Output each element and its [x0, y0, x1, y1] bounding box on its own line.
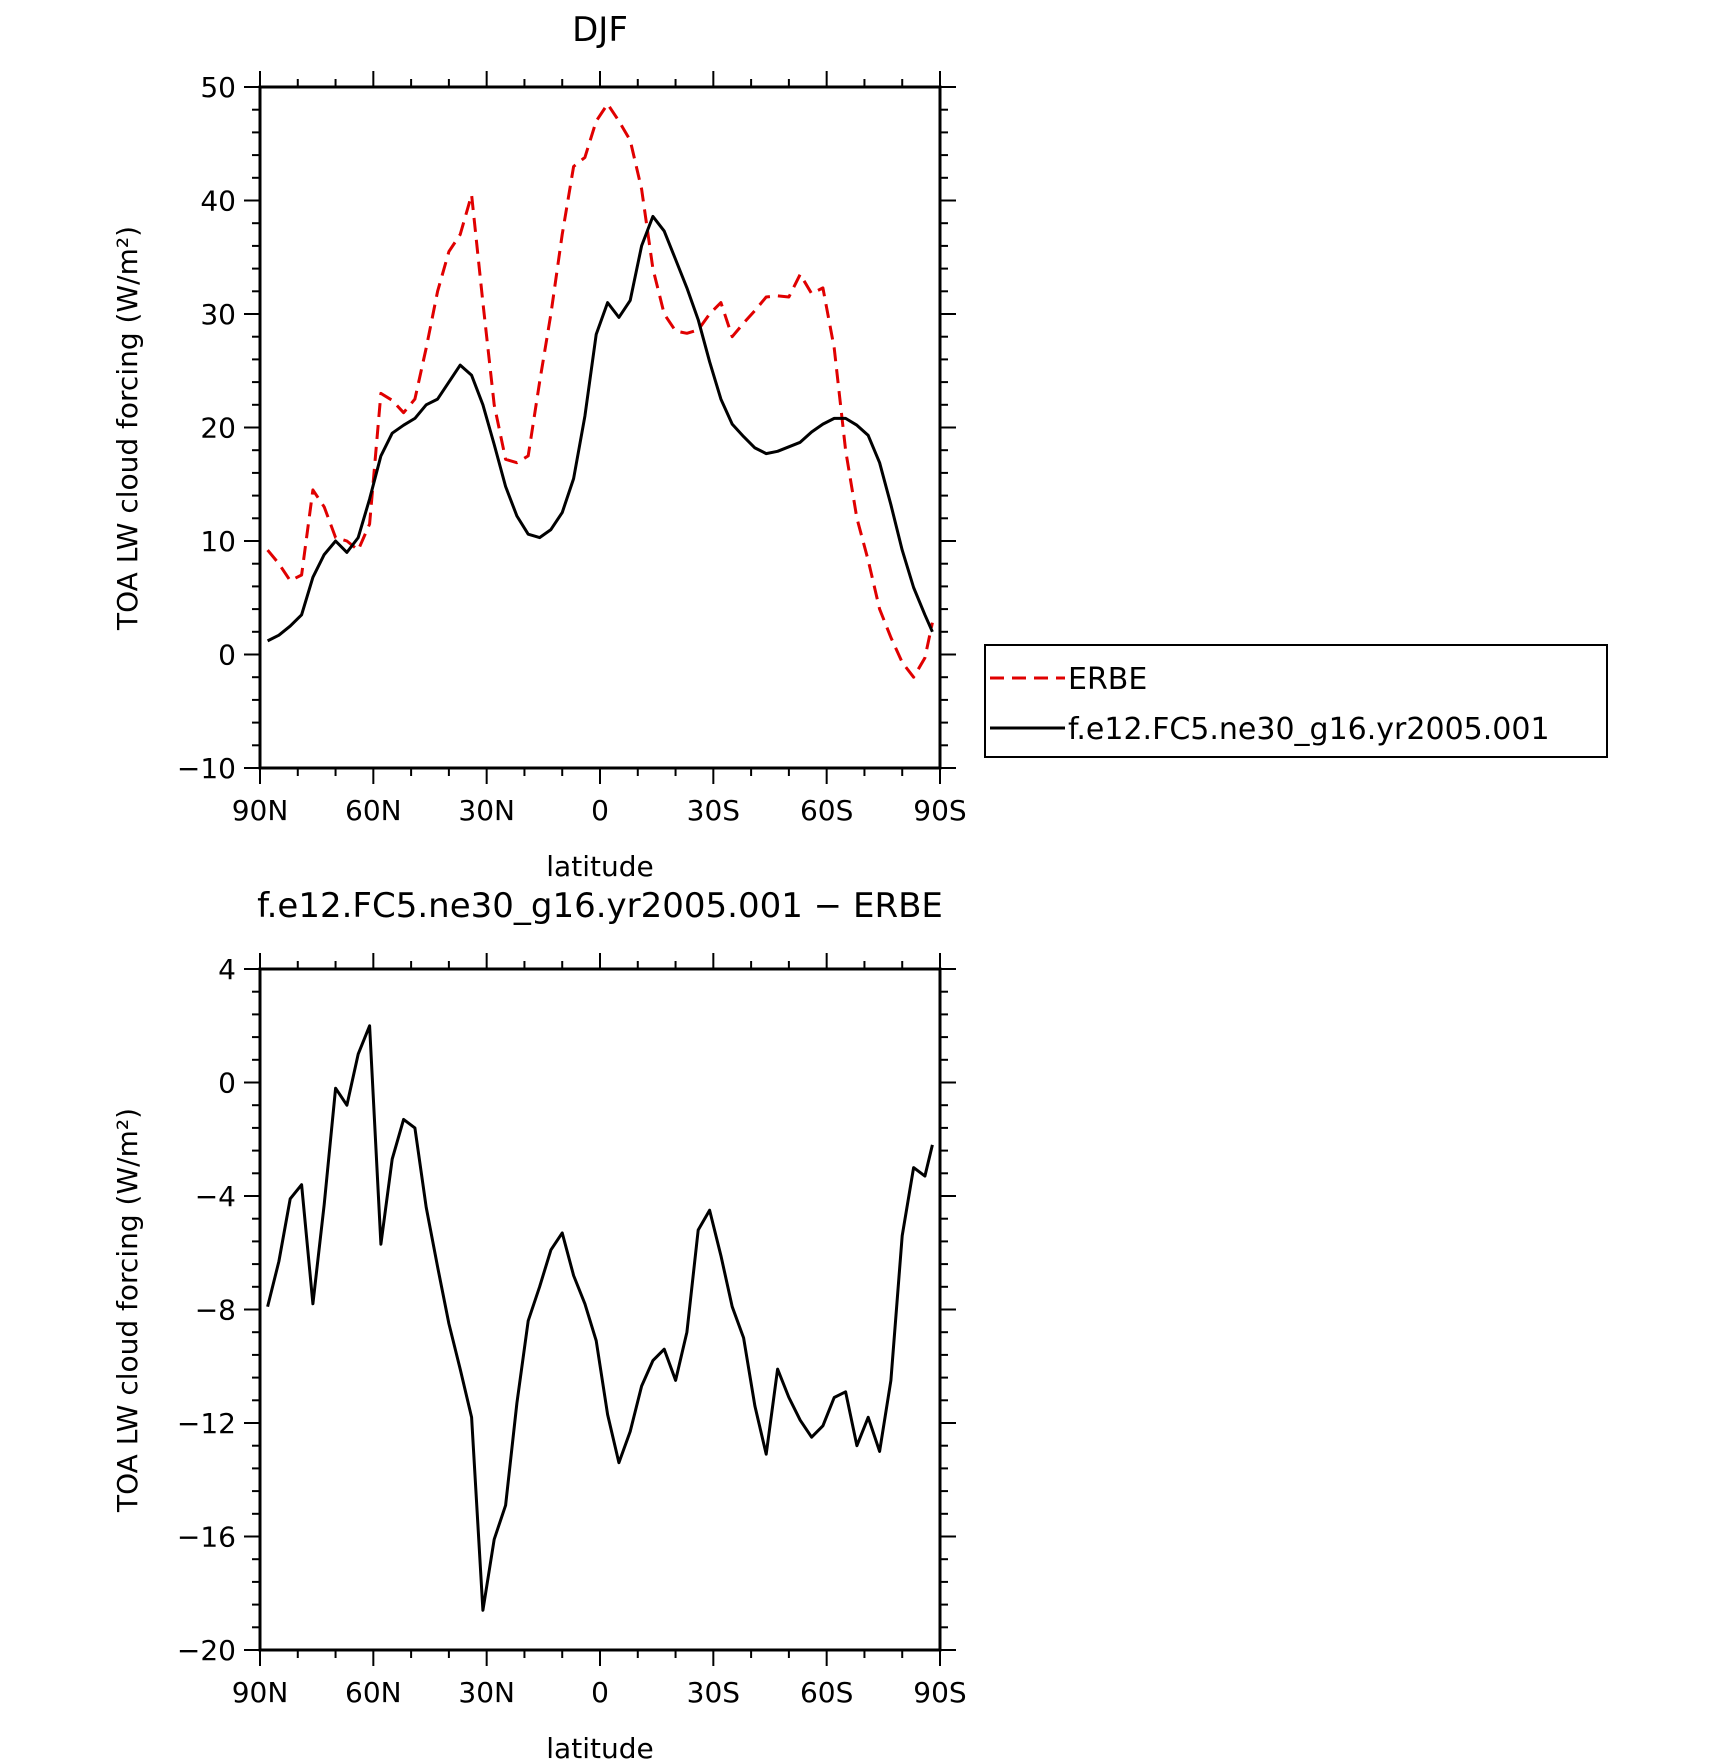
x-axis-label: latitude [546, 850, 653, 883]
x-tick-label: 90N [232, 794, 289, 827]
y-tick-label: −8 [195, 1294, 236, 1327]
y-tick-label: 10 [200, 525, 236, 558]
series-layer [266, 1024, 934, 1612]
y-tick-label: 0 [218, 639, 236, 672]
difference-chart: f.e12.FC5.ne30_g16.yr2005.001 − ERBE −20… [111, 886, 967, 1762]
y-tick-label: 0 [218, 1067, 236, 1100]
y-tick-label: 20 [200, 412, 236, 445]
tick-layer: −20 −16 −12 −8 −4 0 4 90N 60N 30N 0 30S 60S 90S [177, 953, 967, 1709]
y-tick-label: 40 [200, 185, 236, 218]
series-line-model [266, 1024, 934, 1612]
y-tick-label: 50 [200, 71, 236, 104]
legend: ERBE f.e12.FC5.ne30_g16.yr2005.001 [984, 644, 1608, 758]
x-axis-label: latitude [546, 1732, 653, 1762]
x-tick-label: 30S [687, 794, 740, 827]
series-line-erbe [266, 102, 934, 679]
x-tick-label: 90S [913, 1676, 966, 1709]
plot-frame [258, 85, 942, 770]
y-tick-label: −20 [177, 1634, 236, 1667]
x-tick-label: 60S [800, 794, 853, 827]
chart-title: DJF [572, 10, 628, 50]
y-tick-label: −10 [177, 752, 236, 785]
tick-layer: −10 0 10 20 30 40 50 90N 60N 30N 0 30S 60S 90S [177, 71, 967, 827]
legend-box [984, 644, 1608, 758]
x-tick-label: 60S [800, 1676, 853, 1709]
djf-chart: DJF −10 0 10 20 30 40 50 90N 60N 30N 0 30S 60S 90S la… [111, 10, 1608, 883]
legend-entry-erbe: ERBE [1068, 662, 1147, 697]
x-tick-label: 30N [458, 794, 515, 827]
series-layer [266, 102, 934, 679]
x-tick-label: 60N [345, 794, 402, 827]
y-tick-label: 30 [200, 298, 236, 331]
x-tick-label: 90S [913, 794, 966, 827]
legend-entry-model: f.e12.FC5.ne30_g16.yr2005.001 [1068, 712, 1550, 747]
x-tick-label: 0 [591, 794, 609, 827]
x-tick-label: 90N [232, 1676, 289, 1709]
x-tick-label: 30S [687, 1676, 740, 1709]
y-tick-label: −16 [177, 1521, 236, 1554]
y-tick-label: 4 [218, 953, 236, 986]
series-line-model [266, 214, 934, 643]
chart-title: f.e12.FC5.ne30_g16.yr2005.001 − ERBE [257, 886, 943, 926]
x-tick-label: 30N [458, 1676, 515, 1709]
x-tick-label: 0 [591, 1676, 609, 1709]
y-axis-label: TOA LW cloud forcing (W/m²) [111, 1108, 144, 1513]
y-tick-label: −4 [195, 1180, 236, 1213]
y-tick-label: −12 [177, 1407, 236, 1440]
x-tick-label: 60N [345, 1676, 402, 1709]
y-axis-label: TOA LW cloud forcing (W/m²) [111, 226, 144, 631]
plot-frame [258, 967, 942, 1652]
